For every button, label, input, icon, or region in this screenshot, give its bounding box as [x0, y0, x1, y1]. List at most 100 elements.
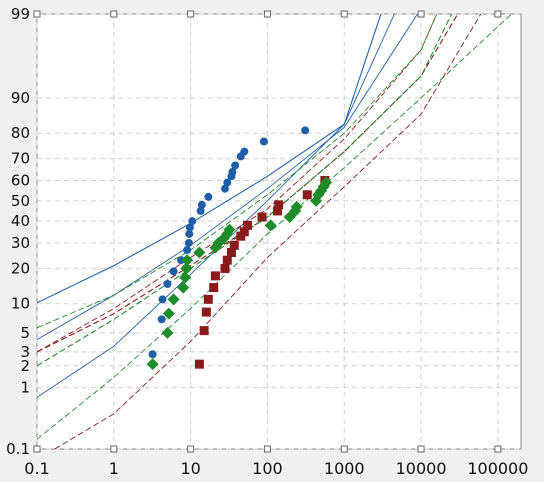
series-1-fit-line — [37, 14, 382, 304]
series-1-point — [204, 192, 213, 201]
series-2-point — [199, 326, 209, 336]
series-2-point — [242, 220, 252, 230]
series-3-point — [146, 358, 159, 371]
series-1-point — [183, 246, 192, 255]
bottom-frame-marker — [187, 445, 195, 453]
x-axis-tick-labels: 0.1 1 10 100 1000 10000 100000 — [24, 459, 528, 478]
series-1-point — [185, 223, 194, 232]
series-1-point — [177, 256, 186, 265]
bottom-frame-marker — [110, 445, 118, 453]
x-tick-label: 100 — [252, 459, 283, 478]
series-3-point — [264, 219, 277, 232]
y-tick-label: 50 — [11, 192, 30, 210]
series-1-point — [185, 229, 194, 238]
plot-area — [36, 13, 522, 450]
x-tick-label: 10000 — [396, 459, 447, 478]
series-1-point — [196, 206, 205, 215]
series-3-ci-lower-line — [37, 14, 512, 440]
series-2-point — [203, 294, 213, 304]
series-3-point — [181, 254, 194, 267]
series-1-point — [220, 184, 229, 193]
series-3-ci-upper-line — [37, 14, 438, 329]
series-3-point — [320, 176, 333, 189]
plot-content — [37, 14, 512, 449]
series-1-point — [169, 267, 178, 276]
y-axis-tick-labels: 0.1 1 235 10 20 30 40 50 60 70 80 90 99 — [6, 5, 30, 458]
y-tick-label: 90 — [11, 89, 30, 107]
series-3-point — [162, 307, 175, 320]
series-3-point — [167, 293, 180, 306]
top-frame-marker — [417, 10, 425, 18]
x-tick-label: 100000 — [467, 459, 528, 478]
series-1-point — [301, 126, 310, 135]
y-tick-label: 40 — [11, 212, 30, 230]
top-frame-marker — [187, 10, 195, 18]
series-3-point — [223, 223, 236, 236]
series-2-point — [220, 263, 230, 273]
y-tick-label: 3 — [20, 343, 30, 361]
series-1-point — [259, 137, 268, 146]
series-2-point — [239, 227, 249, 237]
series-1-point — [158, 295, 167, 304]
y-tick-label: 99 — [11, 5, 30, 23]
bottom-frame-marker — [33, 445, 41, 453]
y-tick-label: 80 — [11, 124, 30, 142]
series-1-point — [184, 238, 193, 247]
y-tick-label: 20 — [11, 259, 30, 277]
series-1-ci-upper-line — [37, 14, 418, 340]
x-tick-label: 0.1 — [24, 459, 49, 478]
series-3-point — [179, 271, 192, 284]
series-3-point — [180, 262, 193, 275]
bottom-frame-marker — [417, 445, 425, 453]
bottom-frame-marker — [494, 445, 502, 453]
top-frame-marker — [494, 10, 502, 18]
series-2-point — [302, 190, 312, 200]
series-3-point — [177, 281, 190, 294]
x-tick-label: 1 — [109, 459, 119, 478]
series-2-ci-lower-line — [54, 14, 482, 449]
series-2-point — [209, 283, 219, 293]
y-tick-label: 5 — [20, 324, 30, 342]
bottom-frame-marker — [340, 445, 348, 453]
y-tick-label: 10 — [11, 295, 30, 313]
series-1-point — [197, 200, 206, 209]
series-1-point — [163, 280, 172, 289]
y-tick-label: 30 — [11, 234, 30, 252]
top-frame-marker — [340, 10, 348, 18]
series-2-point — [194, 359, 204, 369]
bottom-frame-marker — [263, 445, 271, 453]
y-tick-label: 60 — [11, 171, 30, 189]
top-frame-marker — [110, 10, 118, 18]
series-2-point — [257, 212, 267, 222]
frame-tick-markers — [33, 10, 502, 453]
series-1-point — [223, 178, 232, 187]
series-2-point — [229, 240, 239, 250]
series-1-point — [157, 315, 166, 324]
series-1-point — [228, 168, 237, 177]
y-tick-label: 0.1 — [6, 440, 30, 458]
series-2-point — [210, 271, 220, 281]
series-2-ci-upper-line — [37, 14, 438, 353]
series-1-point — [231, 161, 240, 170]
y-tick-label: 1 — [20, 379, 30, 397]
series-3-point — [193, 246, 206, 259]
series-1-point — [240, 147, 249, 156]
series-1-point — [148, 350, 157, 359]
series-2-point — [274, 200, 284, 210]
series-2-point — [222, 255, 232, 265]
series-1-point — [188, 217, 197, 226]
series-3-point — [161, 326, 174, 339]
top-frame-marker — [263, 10, 271, 18]
series-2-point — [226, 247, 236, 257]
y-tick-label: 70 — [11, 150, 30, 168]
series-2-point — [201, 307, 211, 317]
x-tick-label: 1000 — [324, 459, 365, 478]
y-tick-label: 2 — [20, 357, 30, 375]
series-2-point — [272, 206, 282, 216]
series-3-fit-line — [37, 14, 453, 367]
top-frame-marker — [33, 10, 41, 18]
series-2-fit-line — [37, 14, 459, 353]
series-3-point — [290, 200, 303, 213]
x-tick-label: 10 — [180, 459, 200, 478]
